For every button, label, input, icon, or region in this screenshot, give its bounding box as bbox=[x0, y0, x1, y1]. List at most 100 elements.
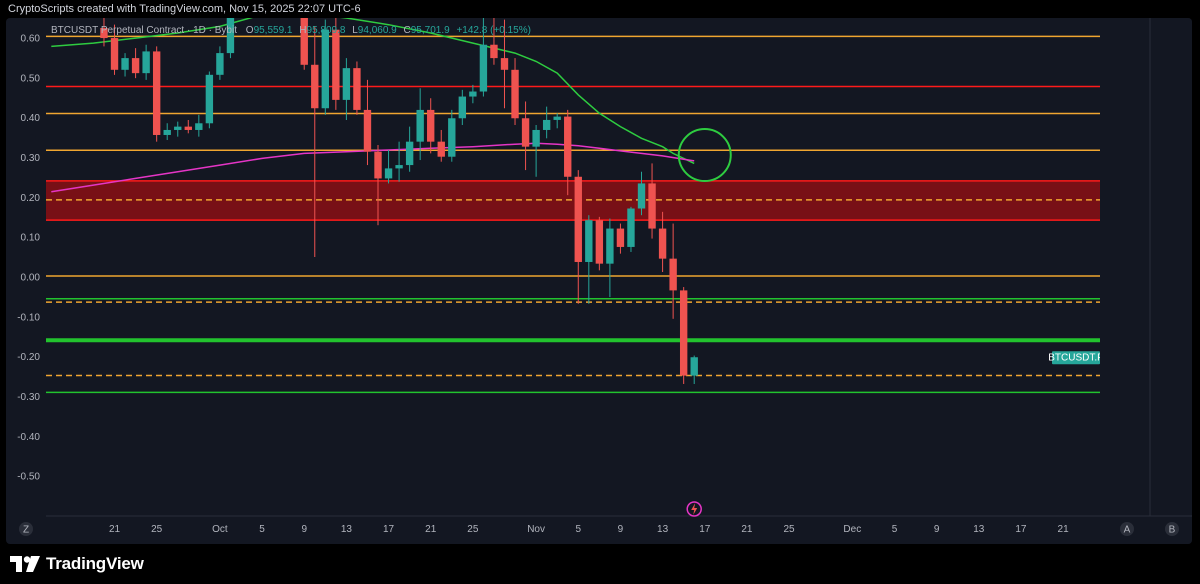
candles-layer bbox=[100, 18, 698, 384]
legend-low-label: L bbox=[352, 25, 358, 36]
candle-body-43 bbox=[553, 116, 561, 120]
chart-attribution: CryptoScripts created with TradingView.c… bbox=[0, 0, 1200, 18]
time-tick-0: 21 bbox=[109, 524, 121, 535]
candle-body-38 bbox=[500, 58, 509, 70]
symbol-tag: BTCUSDT.P bbox=[1048, 351, 1104, 365]
scale-button-z-label: Z bbox=[23, 525, 29, 536]
annotations-layer bbox=[677, 128, 732, 183]
candle-body-36 bbox=[479, 44, 488, 92]
attribution-text: CryptoScripts created with TradingView.c… bbox=[8, 3, 361, 15]
tradingview-logo[interactable]: TradingView bbox=[10, 554, 144, 574]
left-pct-tick-1: 0.50 bbox=[21, 73, 41, 84]
legend-close: 95,701.9 bbox=[410, 25, 450, 36]
left-pct-tick-7: -0.10 bbox=[17, 312, 40, 323]
candle-body-23 bbox=[342, 68, 351, 100]
time-tick-6: 17 bbox=[383, 524, 395, 535]
scale-button-a-bg bbox=[1120, 522, 1134, 536]
candle-body-51 bbox=[637, 183, 646, 209]
candle-body-29 bbox=[405, 141, 414, 166]
time-tick-1: 25 bbox=[151, 524, 163, 535]
scale-button-z[interactable]: Z bbox=[19, 522, 33, 536]
time-tick-15: 25 bbox=[784, 524, 796, 535]
legend-open: 95,559.1 bbox=[253, 25, 293, 36]
candle-body-27 bbox=[384, 168, 393, 179]
symbol-tag-bg bbox=[1052, 351, 1100, 365]
annotation-circle-0 bbox=[677, 128, 732, 183]
scale-button-a-label: A bbox=[1124, 525, 1131, 536]
candle-body-42 bbox=[542, 119, 551, 130]
candle-body-41 bbox=[532, 129, 540, 147]
candle-body-6 bbox=[163, 129, 171, 135]
time-tick-16: Dec bbox=[843, 524, 861, 535]
candle-body-12 bbox=[226, 18, 235, 54]
replay-bolt-icon[interactable] bbox=[686, 501, 702, 517]
left-pct-tick-8: -0.20 bbox=[17, 352, 40, 363]
candle-body-40 bbox=[521, 118, 530, 147]
candle-body-56 bbox=[690, 357, 698, 376]
candle-body-47 bbox=[595, 220, 604, 264]
scale-button-b-bg bbox=[1165, 522, 1179, 536]
series-sma_green bbox=[51, 18, 695, 165]
candle-body-34 bbox=[458, 96, 467, 119]
time-tick-7: 21 bbox=[425, 524, 437, 535]
candle-body-53 bbox=[658, 228, 667, 259]
candle-body-35 bbox=[469, 91, 477, 97]
legend-high: 95,809.8 bbox=[306, 25, 346, 36]
candle-body-50 bbox=[627, 208, 635, 247]
time-tick-12: 13 bbox=[657, 524, 669, 535]
candle-body-45 bbox=[574, 176, 582, 262]
candle-body-55 bbox=[679, 290, 688, 376]
candle-body-48 bbox=[606, 228, 614, 264]
price-chart[interactable]: 0.60 0.50 0.40 0.30 0.20 0.10 0.00 -0.10 -0.20 -0… bbox=[6, 18, 1192, 544]
candle-body-4 bbox=[142, 51, 150, 74]
time-axis[interactable]: 21 25 Oct 5 9 13 17 21 25 Nov 5 9 13 17 21 25 Dec 5 9 13 17 2… bbox=[109, 524, 1069, 535]
time-tick-21: 21 bbox=[1058, 524, 1070, 535]
time-tick-9: Nov bbox=[527, 524, 545, 535]
candle-body-26 bbox=[374, 151, 382, 179]
footer: TradingView bbox=[0, 544, 1200, 584]
candle-body-1 bbox=[110, 38, 119, 70]
candle-body-21 bbox=[321, 29, 329, 109]
time-tick-11: 9 bbox=[618, 524, 624, 535]
left-pct-tick-6: 0.00 bbox=[21, 272, 41, 283]
candle-body-20 bbox=[311, 64, 319, 109]
scale-button-b[interactable]: B bbox=[1165, 522, 1179, 536]
candle-body-25 bbox=[363, 109, 372, 152]
replay-bolt-ring bbox=[686, 501, 702, 517]
candle-body-33 bbox=[448, 118, 456, 157]
legend-change: +142.8 (+0.15%) bbox=[456, 25, 531, 36]
candle-body-3 bbox=[131, 58, 140, 74]
legend-open-label: O bbox=[245, 25, 254, 36]
left-pct-tick-5: 0.10 bbox=[21, 233, 41, 244]
chart-panel[interactable]: 0.60 0.50 0.40 0.30 0.20 0.10 0.00 -0.10 -0.20 -0… bbox=[6, 18, 1192, 544]
left-pct-tick-9: -0.30 bbox=[17, 392, 40, 403]
left-percent-axis[interactable]: 0.60 0.50 0.40 0.30 0.20 0.10 0.00 -0.10 -0.20 -0… bbox=[17, 33, 40, 482]
candle-body-31 bbox=[427, 109, 435, 142]
tradingview-brand: TradingView bbox=[46, 554, 144, 573]
candle-body-24 bbox=[353, 68, 361, 110]
candle-body-49 bbox=[616, 228, 625, 247]
time-tick-13: 17 bbox=[699, 524, 711, 535]
left-pct-tick-3: 0.30 bbox=[21, 153, 41, 164]
time-tick-20: 17 bbox=[1015, 524, 1027, 535]
left-pct-tick-0: 0.60 bbox=[21, 33, 41, 44]
time-tick-2: Oct bbox=[212, 524, 228, 535]
scale-button-b-label: B bbox=[1169, 525, 1176, 536]
legend-close-label: C bbox=[403, 25, 411, 36]
symbol-legend[interactable]: BTCUSDT Perpetual Contract · 1D · Bybit … bbox=[51, 25, 531, 36]
levels-layer bbox=[46, 35, 1100, 394]
left-pct-tick-2: 0.40 bbox=[21, 113, 41, 124]
price-axis-background bbox=[1100, 18, 1192, 544]
candle-body-28 bbox=[395, 165, 403, 169]
time-tick-10: 5 bbox=[575, 524, 581, 535]
candle-body-30 bbox=[416, 109, 424, 142]
scale-button-a[interactable]: A bbox=[1120, 522, 1134, 536]
candle-body-19 bbox=[300, 18, 308, 65]
legend-symbol: BTCUSDT Perpetual Contract · 1D · Bybit bbox=[51, 25, 237, 36]
time-tick-17: 5 bbox=[892, 524, 898, 535]
candle-body-32 bbox=[437, 141, 445, 157]
series-ma_magenta bbox=[51, 142, 695, 193]
time-tick-19: 13 bbox=[973, 524, 985, 535]
time-tick-4: 9 bbox=[301, 524, 307, 535]
